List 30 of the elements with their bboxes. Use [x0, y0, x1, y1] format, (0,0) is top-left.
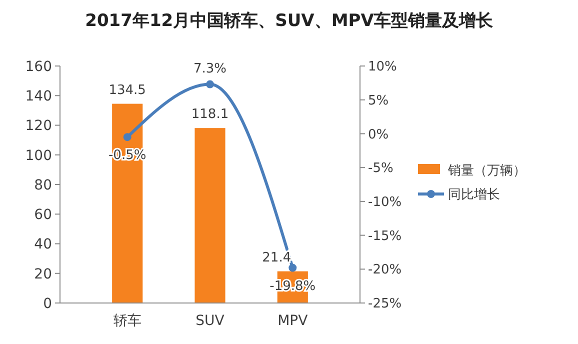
point	[206, 80, 214, 88]
y-tick-label: 160	[25, 58, 52, 75]
point	[123, 133, 132, 142]
y-tick-label: 0	[43, 296, 52, 312]
x-tick-label: SUV	[196, 313, 225, 329]
bar	[194, 128, 226, 303]
x-tick-label: MPV	[278, 313, 308, 329]
point	[288, 264, 297, 272]
chart-title: 2017年12月中国轿车、SUV、MPV车型销量及增长	[85, 11, 494, 31]
y2-tick-label: -5%	[368, 161, 394, 176]
y-tick-label: 40	[34, 236, 52, 253]
y2-tick-label: -10%	[368, 194, 402, 210]
y2-tick-label: 10%	[368, 60, 397, 75]
y2-tick-label: -25%	[368, 296, 402, 312]
y-tick-label: 80	[34, 177, 52, 194]
x-tick-label: 轿车	[113, 313, 142, 329]
y-tick-label: 100	[25, 148, 52, 164]
y2-tick-label: 0%	[368, 127, 389, 142]
legend-label: 销量（万辆）	[447, 164, 526, 179]
y2-tick-label: 5%	[368, 93, 389, 108]
y-tick-label: 120	[25, 118, 52, 134]
y-tick-label: 60	[34, 207, 52, 224]
legend-label: 同比增长	[448, 188, 500, 203]
y-tick-label: 20	[34, 266, 52, 282]
y-tick-label: 140	[25, 88, 52, 105]
y2-tick-label: -20%	[368, 262, 402, 278]
y2-tick-label: -15%	[368, 228, 402, 244]
data-label: 7.3%	[193, 61, 227, 76]
data-label: 134.5	[108, 82, 146, 98]
data-label: 118.1	[191, 107, 229, 122]
